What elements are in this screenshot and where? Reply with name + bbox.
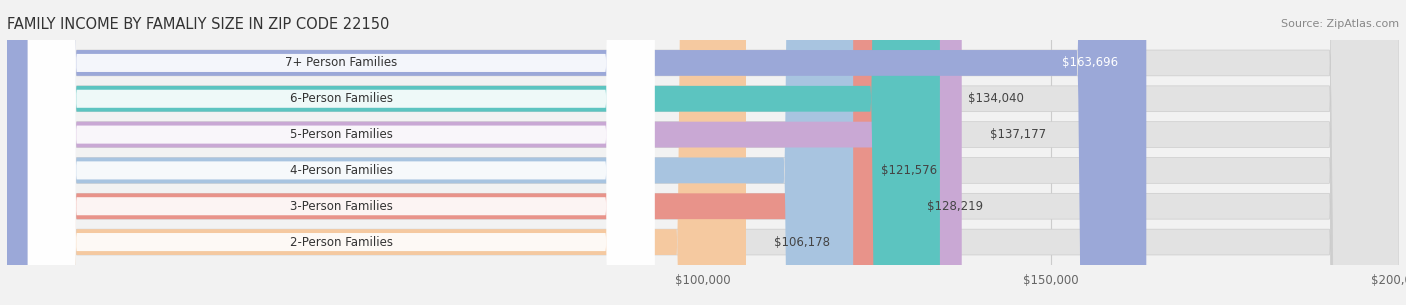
FancyBboxPatch shape [7, 0, 1399, 305]
FancyBboxPatch shape [28, 0, 654, 305]
FancyBboxPatch shape [7, 0, 900, 305]
FancyBboxPatch shape [7, 0, 1146, 305]
FancyBboxPatch shape [28, 0, 654, 305]
Text: 6-Person Families: 6-Person Families [290, 92, 392, 105]
FancyBboxPatch shape [7, 0, 747, 305]
Text: 5-Person Families: 5-Person Families [290, 128, 392, 141]
FancyBboxPatch shape [7, 0, 1399, 305]
Text: $128,219: $128,219 [927, 200, 983, 213]
Text: Source: ZipAtlas.com: Source: ZipAtlas.com [1281, 19, 1399, 29]
FancyBboxPatch shape [28, 0, 654, 305]
FancyBboxPatch shape [28, 0, 654, 305]
FancyBboxPatch shape [7, 0, 939, 305]
Text: 4-Person Families: 4-Person Families [290, 164, 392, 177]
FancyBboxPatch shape [7, 0, 962, 305]
Text: 2-Person Families: 2-Person Families [290, 235, 392, 249]
Text: FAMILY INCOME BY FAMALIY SIZE IN ZIP CODE 22150: FAMILY INCOME BY FAMALIY SIZE IN ZIP COD… [7, 16, 389, 31]
FancyBboxPatch shape [28, 0, 654, 305]
Text: $106,178: $106,178 [773, 235, 830, 249]
Text: $137,177: $137,177 [990, 128, 1046, 141]
Text: 3-Person Families: 3-Person Families [290, 200, 392, 213]
Text: $163,696: $163,696 [1063, 56, 1118, 70]
Text: 7+ Person Families: 7+ Person Families [285, 56, 398, 70]
Text: $134,040: $134,040 [967, 92, 1024, 105]
FancyBboxPatch shape [7, 0, 1399, 305]
Text: $121,576: $121,576 [882, 164, 938, 177]
FancyBboxPatch shape [28, 0, 654, 305]
FancyBboxPatch shape [7, 0, 1399, 305]
FancyBboxPatch shape [7, 0, 1399, 305]
FancyBboxPatch shape [7, 0, 1399, 305]
FancyBboxPatch shape [7, 0, 853, 305]
